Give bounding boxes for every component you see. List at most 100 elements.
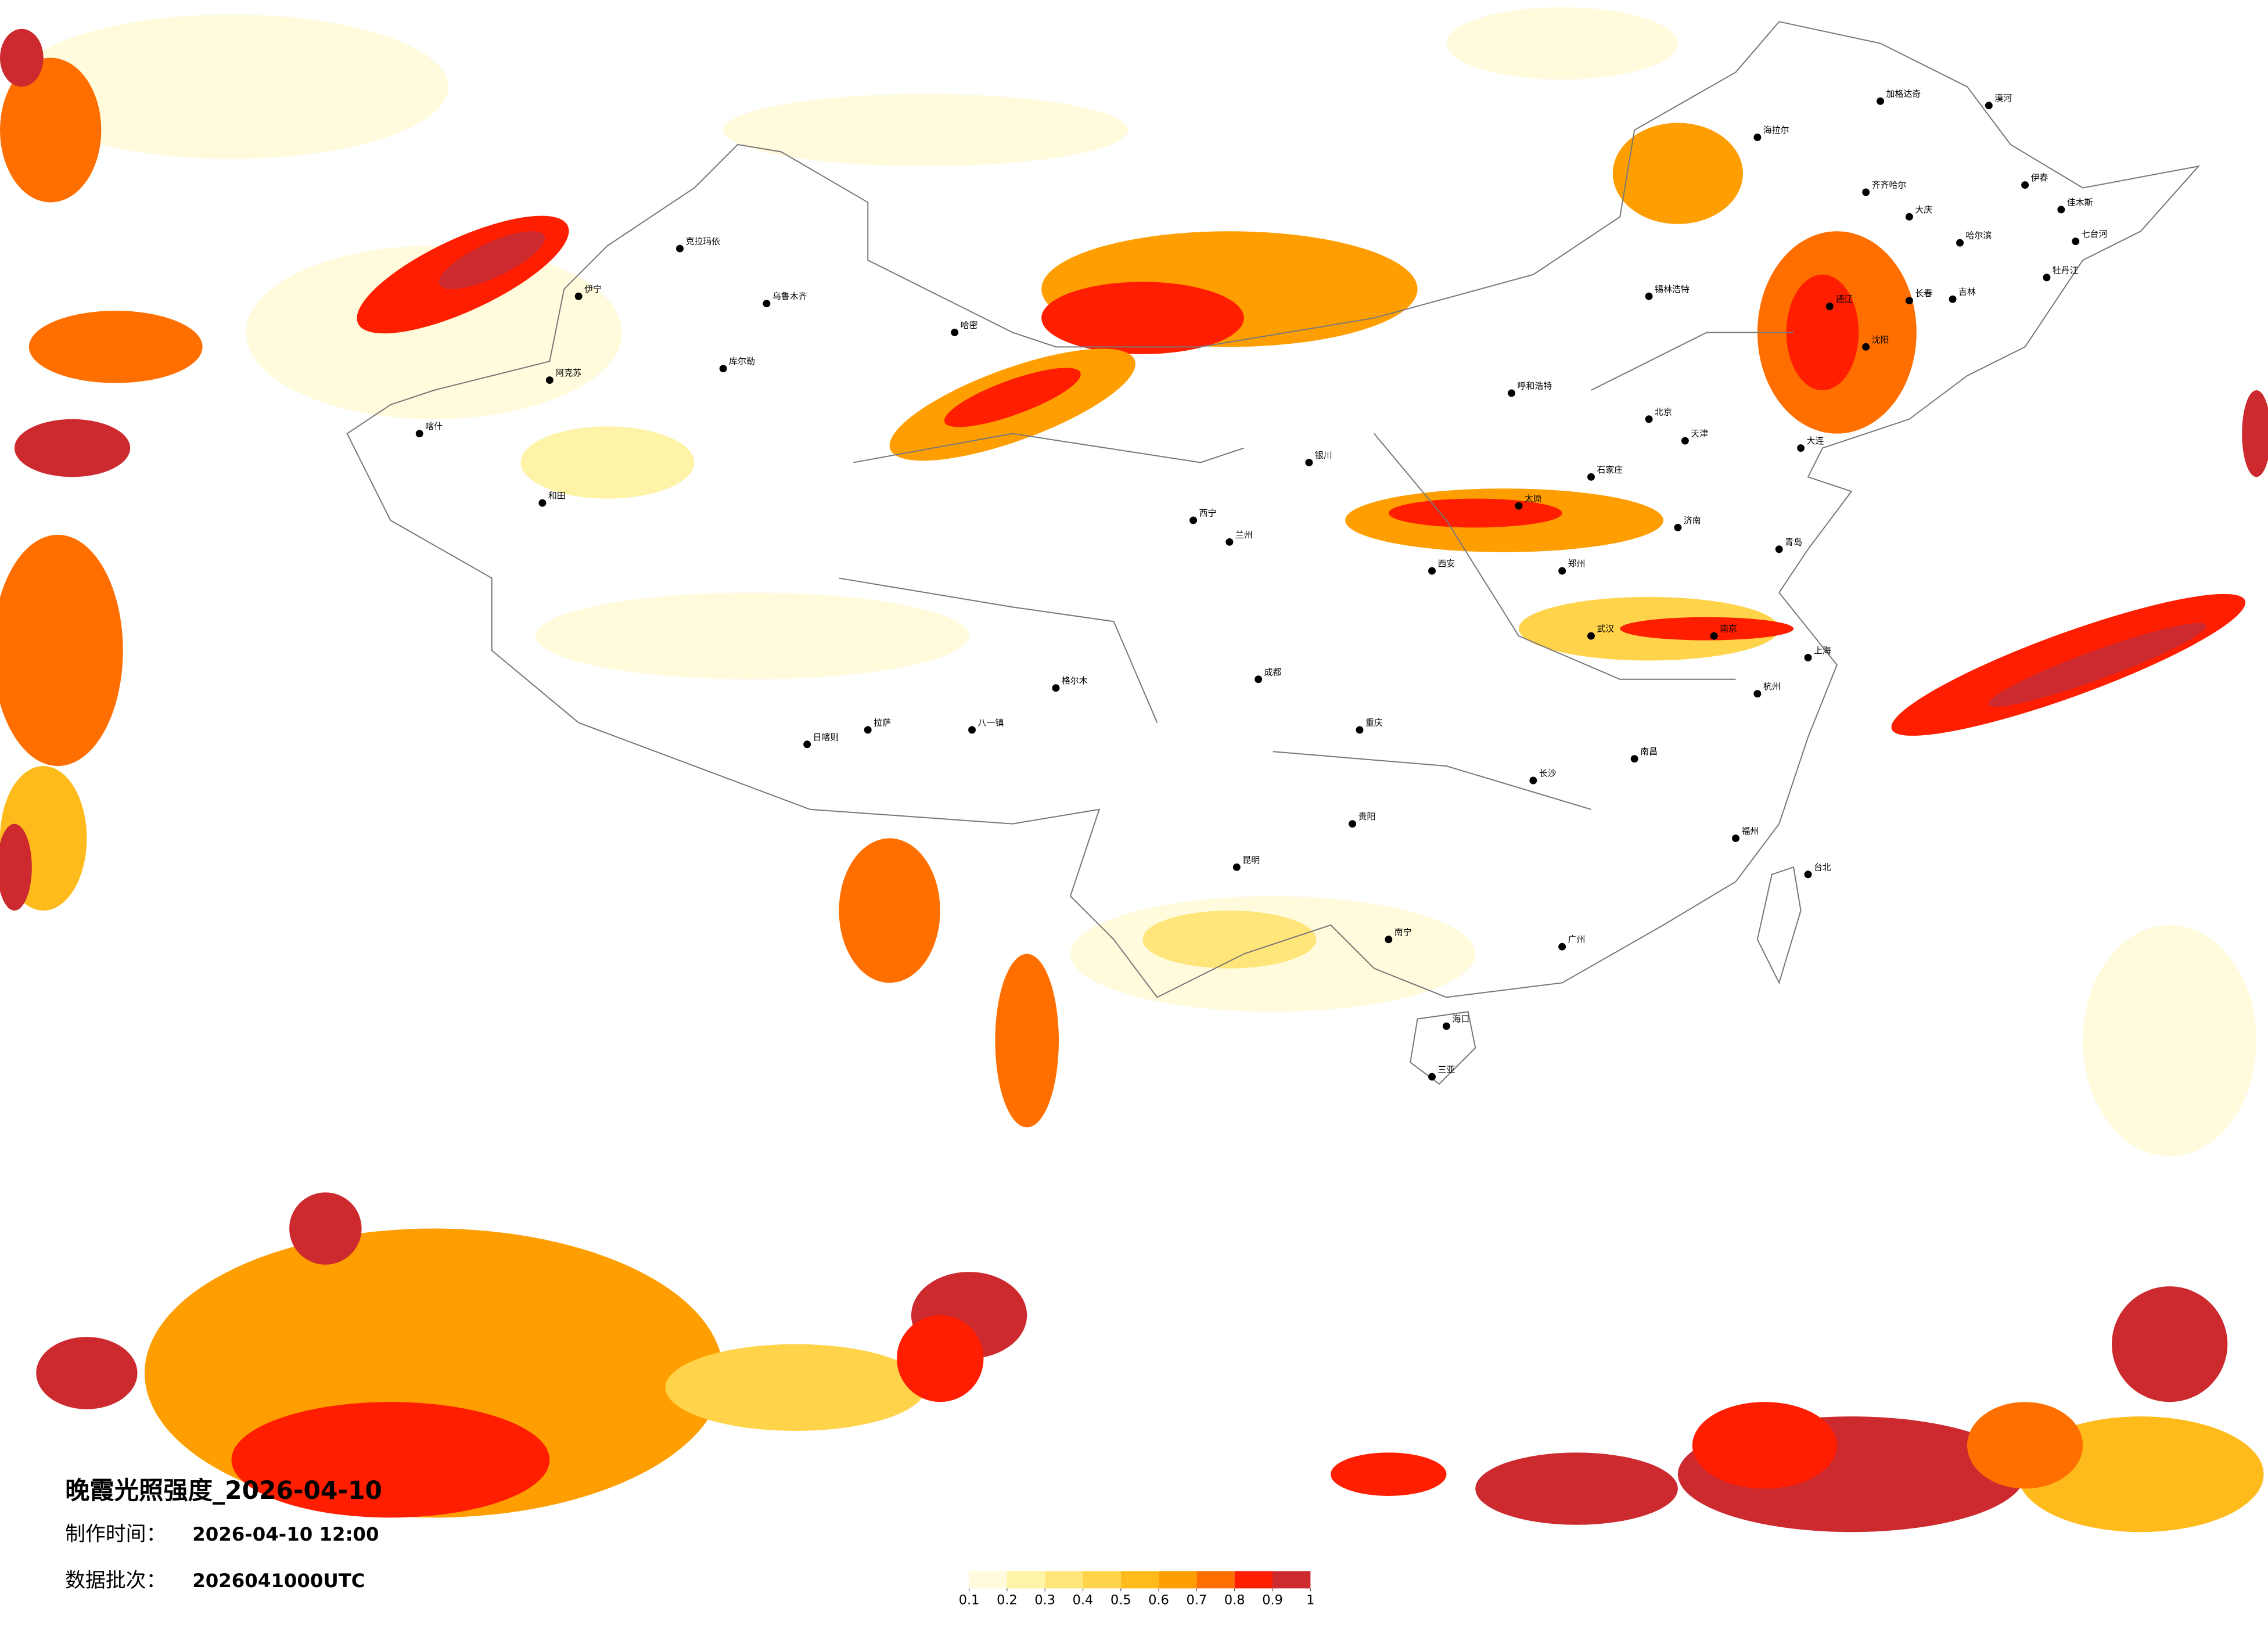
batch-label: 数据批次： bbox=[65, 1569, 166, 1592]
map-title: 晚霞光照强度_2026-04-10 bbox=[65, 1476, 382, 1505]
colorbar-cell bbox=[1120, 1571, 1159, 1589]
city-label: 上海 bbox=[1814, 645, 1831, 656]
city-label: 贵阳 bbox=[1358, 811, 1376, 822]
city-dot bbox=[2057, 206, 2065, 214]
city-label: 通辽 bbox=[1835, 294, 1853, 304]
city-dot bbox=[719, 365, 727, 373]
city-dot bbox=[1753, 690, 1762, 698]
city-dot bbox=[1949, 295, 1957, 303]
city-label: 海拉尔 bbox=[1763, 125, 1789, 135]
city-label: 哈尔滨 bbox=[1965, 231, 1992, 241]
city-label: 太原 bbox=[1525, 494, 1542, 504]
city-dot bbox=[1732, 834, 1739, 843]
city-dot bbox=[1710, 632, 1718, 640]
city-label: 银川 bbox=[1315, 450, 1332, 461]
city-label: 济南 bbox=[1684, 515, 1701, 526]
city-label: 南昌 bbox=[1640, 746, 1658, 757]
city-label: 拉萨 bbox=[874, 717, 891, 728]
city-label: 吉林 bbox=[1958, 287, 1976, 297]
city-dot bbox=[1558, 942, 1566, 951]
city-label: 郑州 bbox=[1568, 559, 1586, 569]
city-dot bbox=[1587, 473, 1595, 481]
city-label: 八一镇 bbox=[978, 717, 1004, 728]
city-dot bbox=[1356, 726, 1364, 734]
city-dot bbox=[1804, 653, 1812, 661]
city-label: 长沙 bbox=[1539, 768, 1557, 779]
made-time: 2026-04-10 12:00 bbox=[192, 1523, 379, 1545]
city-label: 伊春 bbox=[2031, 172, 2048, 183]
city-label: 南宁 bbox=[1394, 927, 1412, 937]
colorbar-label: 0.2 bbox=[997, 1593, 1018, 1608]
city-dot bbox=[1645, 415, 1653, 423]
fields bbox=[0, 7, 2268, 1533]
city-label: 漠河 bbox=[1994, 93, 2012, 103]
city-dot bbox=[2043, 274, 2051, 282]
colorbar-label: 0.9 bbox=[1262, 1593, 1283, 1608]
city-label: 西宁 bbox=[1199, 508, 1217, 519]
colorbar-label: 0.5 bbox=[1110, 1593, 1131, 1608]
city-dot bbox=[1804, 870, 1812, 879]
city-label: 成都 bbox=[1264, 667, 1282, 677]
colorbar-label: 0.8 bbox=[1224, 1593, 1245, 1608]
city-dot bbox=[1442, 1022, 1450, 1030]
batch: 2026041000UTC bbox=[192, 1570, 365, 1592]
colorbar-label: 0.6 bbox=[1148, 1593, 1169, 1608]
city-dot bbox=[1515, 502, 1523, 510]
city-label: 乌鲁木齐 bbox=[772, 291, 807, 301]
city-dot bbox=[1587, 632, 1595, 640]
city-label: 锡林浩特 bbox=[1655, 284, 1690, 294]
city-label: 昆明 bbox=[1242, 855, 1260, 865]
city-dot bbox=[1529, 776, 1537, 785]
city-label: 呼和浩特 bbox=[1517, 381, 1552, 391]
city-label: 齐齐哈尔 bbox=[1872, 180, 1907, 190]
city-dot bbox=[1862, 343, 1870, 351]
city-label: 海口 bbox=[1452, 1014, 1469, 1024]
city-dot bbox=[2021, 181, 2029, 189]
colorbar: 0.1 0.2 0.3 0.4 0.5 0.6 0.7 0.8 0.9 1 bbox=[959, 1571, 1314, 1608]
city-label: 福州 bbox=[1741, 826, 1759, 836]
city-label: 加格达奇 bbox=[1886, 89, 1921, 99]
city-dot bbox=[951, 328, 959, 336]
city-label: 沈阳 bbox=[1872, 334, 1889, 345]
city-label: 北京 bbox=[1655, 406, 1672, 417]
city-label: 和田 bbox=[548, 491, 566, 501]
city-label: 重庆 bbox=[1365, 717, 1383, 728]
colorbar-cell bbox=[1045, 1571, 1083, 1589]
borders bbox=[346, 21, 2201, 1085]
city-label: 台北 bbox=[1814, 862, 1831, 872]
city-label: 石家庄 bbox=[1597, 465, 1623, 475]
city-label: 哈密 bbox=[961, 320, 978, 330]
city-dot bbox=[1255, 675, 1263, 684]
colorbar-cell bbox=[1234, 1571, 1273, 1589]
city-label: 格尔木 bbox=[1062, 675, 1088, 686]
city-dot bbox=[1775, 545, 1783, 553]
city-label: 武汉 bbox=[1597, 624, 1614, 634]
city-label: 大庆 bbox=[1915, 204, 1932, 215]
city-dot bbox=[1428, 567, 1436, 575]
city-label: 南京 bbox=[1720, 624, 1737, 634]
city-dot bbox=[545, 376, 553, 384]
city-dot bbox=[763, 300, 771, 308]
city-label: 长春 bbox=[1915, 288, 1932, 298]
city-label: 伊宁 bbox=[584, 284, 602, 294]
city-label: 克拉玛依 bbox=[685, 236, 720, 247]
city-label: 天津 bbox=[1691, 429, 1708, 439]
city-dot bbox=[1052, 684, 1060, 692]
colorbar-cell bbox=[1083, 1571, 1121, 1589]
colorbar-label: 0.7 bbox=[1187, 1593, 1207, 1608]
city-dot bbox=[1905, 213, 1913, 221]
city-dot bbox=[2072, 238, 2080, 246]
city-dot bbox=[415, 430, 423, 438]
colorbar-cell bbox=[1273, 1571, 1311, 1589]
city-label: 青岛 bbox=[1785, 537, 1802, 547]
city-dot bbox=[1956, 239, 1964, 247]
city-dot bbox=[1674, 523, 1682, 531]
city-label: 杭州 bbox=[1763, 681, 1781, 692]
city-dot bbox=[803, 740, 811, 749]
city-dot bbox=[968, 726, 976, 734]
city-label: 阿克苏 bbox=[555, 368, 581, 378]
city-dot bbox=[1681, 437, 1689, 445]
colorbar-label: 0.3 bbox=[1034, 1593, 1055, 1608]
city-label: 佳木斯 bbox=[2067, 197, 2093, 207]
